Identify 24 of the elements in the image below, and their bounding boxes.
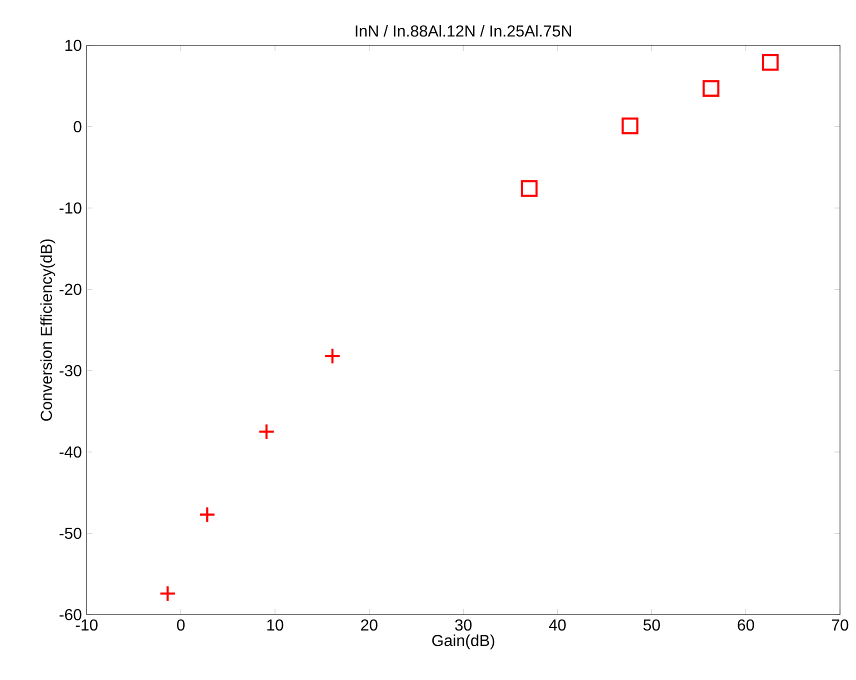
y-tick-label: 10 [65,40,82,51]
x-tick-label: -10 [76,619,98,631]
y-tick-label: -30 [60,365,82,376]
x-tick-label: 70 [832,619,848,631]
y-tick-label: -40 [60,446,82,458]
x-tick-label: 40 [549,619,566,631]
point [762,54,779,71]
x-tick-label: 60 [738,619,754,631]
x-tick-label: 30 [455,619,472,631]
x-tick-label: 50 [643,619,660,631]
y-tick-label: -10 [60,202,82,214]
y-tick-label: -20 [60,284,82,295]
point [520,180,538,197]
y-axis-title: Conversion Efficiency(dB) [40,239,56,421]
point [702,80,720,97]
y-tick-label: -60 [60,609,82,620]
x-tick-label: 0 [177,619,185,631]
x-tick-label: 10 [267,619,284,631]
point [622,117,638,134]
y-tick-label: 0 [74,121,82,132]
chart-title: InN / In.88Al.12N / In.25Al.75N [356,24,571,37]
x-tick-label: 20 [361,619,378,631]
y-tick-label: -50 [60,528,82,539]
x-axis-title: Gain(dB) [432,634,494,650]
